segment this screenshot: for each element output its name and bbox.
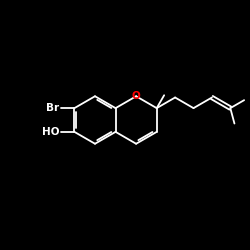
Text: HO: HO bbox=[42, 127, 59, 137]
Text: O: O bbox=[132, 91, 140, 101]
Text: Br: Br bbox=[46, 103, 59, 113]
